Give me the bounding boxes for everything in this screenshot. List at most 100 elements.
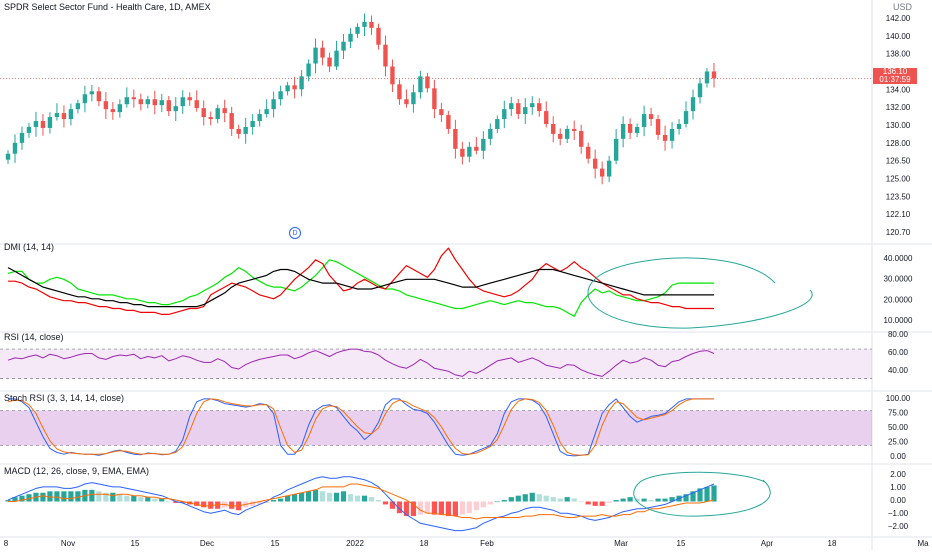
macd-histogram-bar — [291, 494, 298, 502]
macd-histogram-bar — [627, 497, 633, 502]
macd-histogram-bar — [599, 501, 605, 506]
time-scale[interactable]: 8 Nov 15 Dec 15 2022 18 Feb Mar 15 Apr 18 Ma — [4, 539, 929, 548]
candle-body — [369, 21, 374, 28]
macd-histogram-bar — [271, 500, 277, 502]
time-tick-label: 15 — [271, 539, 280, 548]
macd-histogram-bar — [452, 501, 458, 517]
candle-body — [341, 41, 346, 51]
candle-body — [558, 133, 563, 139]
macd-histogram-bar — [75, 491, 81, 502]
macd-histogram-bar — [473, 501, 479, 511]
time-tick-label: Apr — [761, 539, 774, 548]
dmi-legend[interactable]: DMI (14, 14) — [4, 242, 55, 252]
candle-body — [683, 111, 689, 124]
macd-histogram-bar — [131, 495, 137, 502]
indicator-tick-label: 40.00 — [888, 366, 909, 375]
candle-body — [19, 132, 25, 143]
price-tick-label: 128.00 — [886, 139, 911, 148]
dmi-minus-di-line — [8, 247, 714, 315]
candle-body — [502, 109, 507, 120]
price-pane[interactable] — [0, 13, 872, 185]
macd-histogram-bar — [110, 492, 116, 502]
candle-body — [180, 97, 185, 107]
rsi-legend[interactable]: RSI (14, close) — [4, 332, 64, 342]
candle-body — [166, 100, 171, 112]
candle-body — [145, 99, 151, 105]
candle-body — [348, 33, 353, 42]
macd-histogram-bar — [634, 498, 640, 502]
drawing-annotations[interactable] — [587, 257, 813, 517]
macd-histogram-bar — [124, 495, 130, 502]
candle-body — [194, 100, 199, 109]
dmi-plus-di-line — [7, 259, 714, 317]
indicator-tick-label: 0.00 — [890, 452, 906, 461]
dividend-marker-icon[interactable]: D — [289, 227, 301, 239]
stoch-rsi-legend[interactable]: Stoch RSI (3, 3, 14, 14, close) — [4, 393, 125, 403]
time-tick-label: Nov — [61, 539, 75, 548]
macd-histogram-bar — [201, 501, 207, 508]
candle-body — [509, 103, 514, 110]
indicator-tick-label: 40.0000 — [884, 254, 913, 263]
macd-pane[interactable] — [5, 476, 717, 532]
candle-body — [250, 121, 255, 127]
indicator-tick-label: −1.00 — [888, 509, 909, 518]
time-tick-label: Mar — [614, 539, 628, 548]
candle-body — [634, 126, 640, 133]
price-tick-label: 123.50 — [886, 192, 911, 201]
macd-histogram-bar — [424, 501, 431, 514]
price-tick-label: 120.70 — [886, 228, 911, 237]
macd-histogram-bar — [704, 486, 710, 502]
candle-body — [327, 57, 332, 67]
macd-histogram-bar — [697, 488, 703, 502]
candle-body — [201, 108, 206, 118]
macd-histogram-bar — [173, 501, 179, 503]
candle-body — [264, 109, 269, 115]
stoch-rsi-pane[interactable] — [0, 398, 872, 457]
macd-histogram-bar — [180, 501, 186, 503]
macd-histogram-bar — [690, 491, 696, 502]
indicator-tick-label: 60.00 — [888, 348, 909, 357]
indicator-tick-label: −2.00 — [888, 522, 909, 531]
candle-body — [481, 138, 486, 151]
candle-body — [571, 128, 577, 131]
macd-histogram-bar — [215, 501, 221, 509]
candle-body — [131, 97, 137, 100]
candle-body — [117, 104, 123, 113]
candle-body — [474, 146, 479, 151]
candle-body — [355, 26, 360, 34]
macd-histogram-bar — [536, 494, 542, 502]
macd-histogram-bar — [613, 500, 619, 502]
candle-body — [229, 113, 234, 129]
price-scale[interactable]: 142.00140.00138.00136.00134.00132.00130.… — [884, 14, 913, 531]
macd-histogram-bar — [96, 491, 102, 502]
candle-body — [390, 66, 395, 85]
macd-histogram-bar — [487, 501, 493, 505]
candle-body — [12, 142, 18, 154]
time-tick-label: Feb — [480, 539, 494, 548]
dmi-pane[interactable] — [7, 247, 714, 317]
candle-body — [418, 76, 423, 93]
candle-body — [439, 109, 444, 116]
macd-histogram-bar — [368, 497, 375, 502]
candle-body — [96, 91, 102, 102]
stoch-k-line — [8, 398, 714, 457]
candle-body — [306, 63, 311, 77]
macd-histogram-bar — [606, 501, 612, 503]
macd-histogram-bar — [375, 500, 382, 502]
macd-histogram-bar — [68, 491, 74, 502]
candle-body — [75, 103, 81, 110]
candle-body — [613, 138, 619, 161]
macd-highlight-circle — [633, 471, 771, 517]
macd-histogram-bar — [47, 491, 53, 502]
candle-body — [544, 111, 549, 124]
symbol-title[interactable]: SPDR Select Sector Fund - Health Care, 1… — [4, 2, 211, 12]
candle-body — [592, 158, 598, 169]
candle-body — [173, 106, 178, 112]
macd-histogram-bar — [522, 494, 528, 502]
rsi-pane[interactable] — [0, 348, 872, 379]
candle-body — [690, 97, 696, 112]
price-tick-label: 122.10 — [886, 210, 911, 219]
macd-legend[interactable]: MACD (12, 26, close, 9, EMA, EMA) — [4, 466, 150, 476]
